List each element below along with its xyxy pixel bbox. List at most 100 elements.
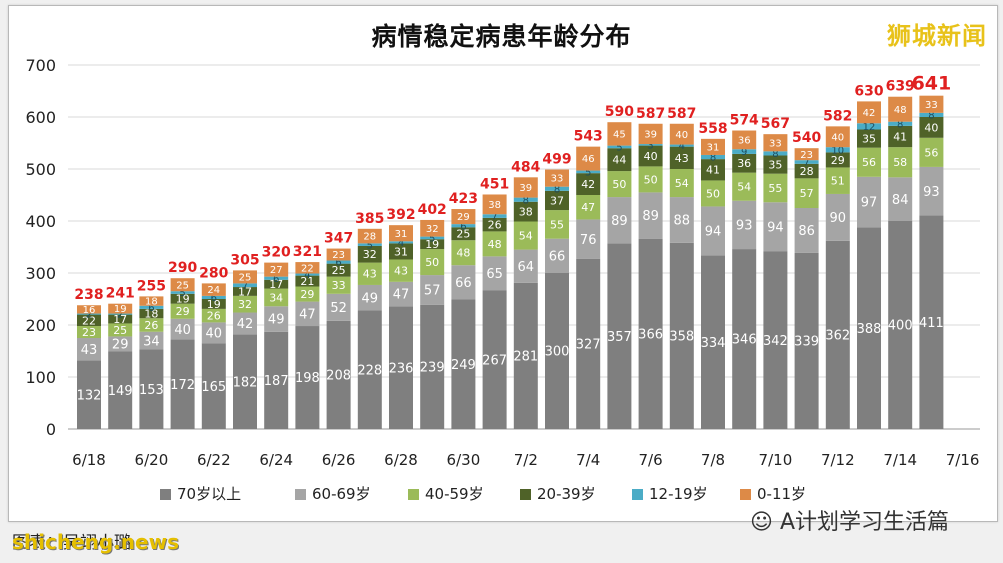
- data-label: 47: [393, 288, 410, 303]
- data-label: 5: [585, 167, 591, 178]
- bar-segment: [794, 163, 819, 179]
- bar-segment: [357, 262, 382, 285]
- bar-segment: [201, 308, 226, 323]
- x-tick-label: 6/28: [384, 451, 418, 469]
- data-label: 23: [332, 250, 345, 261]
- bar-segment: [825, 240, 850, 429]
- bar-segment: [420, 304, 445, 429]
- data-label: 165: [201, 380, 226, 395]
- bar-segment: [763, 134, 788, 152]
- data-label: 7: [803, 158, 809, 169]
- data-label: 4: [398, 238, 404, 249]
- data-label: 45: [613, 130, 626, 141]
- data-label: 9: [741, 147, 747, 158]
- bar-segment: [295, 273, 320, 276]
- bar-segment: [108, 313, 133, 315]
- data-label: 26: [144, 319, 158, 332]
- data-label: 6: [148, 303, 154, 314]
- bar-segment: [139, 349, 164, 429]
- data-label: 65: [486, 267, 503, 282]
- data-label: 52: [330, 301, 347, 316]
- data-label: 23: [800, 150, 813, 161]
- y-tick-label: 700: [25, 56, 56, 75]
- data-label: 33: [925, 100, 938, 111]
- data-label: 357: [607, 330, 632, 345]
- bar-segment: [732, 249, 757, 429]
- data-label: 32: [426, 224, 439, 235]
- bar-segment: [201, 299, 226, 309]
- bar-segment: [264, 306, 289, 332]
- data-label: 17: [238, 285, 252, 298]
- data-label: 5: [367, 240, 373, 251]
- bar-segment: [451, 227, 476, 241]
- data-label: 43: [675, 152, 689, 165]
- data-label: 31: [394, 245, 408, 258]
- bar-segment: [638, 144, 663, 146]
- bar-segment: [732, 149, 757, 154]
- bar-segment: [201, 343, 226, 429]
- data-label: 57: [800, 187, 814, 200]
- bar-segment: [576, 219, 601, 259]
- legend-swatch: [632, 489, 643, 500]
- data-label: 6: [211, 293, 217, 304]
- bar-segment: [825, 193, 850, 241]
- data-label: 17: [269, 278, 283, 291]
- bar-segment: [545, 186, 569, 191]
- legend-item: 20-39岁: [520, 483, 596, 504]
- data-label: 236: [389, 361, 414, 376]
- bar-segment: [888, 147, 913, 178]
- data-label: 89: [611, 214, 628, 229]
- bar-segment: [77, 305, 101, 314]
- data-label: 362: [825, 329, 850, 344]
- bar-segment: [233, 283, 257, 288]
- bar-segment: [794, 208, 819, 253]
- data-label: 36: [737, 157, 751, 170]
- bar-segment: [326, 320, 351, 429]
- total-label: 320: [262, 245, 291, 261]
- bar-segment: [170, 339, 195, 429]
- data-label: 43: [394, 265, 408, 278]
- bar-segment: [919, 166, 944, 216]
- data-label: 25: [239, 273, 252, 284]
- bar-segment: [451, 265, 476, 300]
- bar-segment: [77, 326, 101, 338]
- data-label: 66: [549, 250, 566, 265]
- bar-segment: [638, 145, 663, 167]
- data-label: 26: [488, 219, 502, 232]
- x-tick-label: 6/22: [197, 451, 231, 469]
- bar-segment: [669, 169, 694, 198]
- bar-segment: [451, 209, 476, 225]
- data-label: 76: [580, 233, 597, 248]
- bar-segment: [139, 331, 164, 350]
- data-label: 37: [550, 194, 564, 207]
- data-label: 153: [139, 383, 164, 398]
- data-label: 42: [863, 108, 876, 119]
- data-label: 47: [581, 201, 595, 214]
- data-label: 47: [299, 308, 316, 323]
- bar-segment: [888, 125, 913, 148]
- bar-segment: [513, 201, 538, 222]
- data-label: 42: [581, 178, 595, 191]
- data-label: 40: [924, 121, 938, 134]
- data-label: 39: [519, 183, 532, 194]
- data-label: 400: [888, 319, 913, 334]
- legend-swatch: [740, 489, 751, 500]
- data-label: 54: [737, 181, 751, 194]
- data-label: 187: [264, 374, 289, 389]
- data-label: 17: [113, 313, 127, 326]
- legend-label: 40-59岁: [425, 485, 484, 503]
- total-label: 543: [574, 129, 603, 145]
- data-label: 31: [395, 229, 408, 240]
- data-label: 23: [82, 326, 96, 339]
- bar-segment: [170, 291, 195, 294]
- data-label: 24: [207, 285, 220, 296]
- data-label: 40: [675, 130, 688, 141]
- legend-swatch: [160, 489, 171, 500]
- bar-segment: [919, 137, 944, 167]
- bar-segment: [576, 146, 601, 171]
- data-label: 5: [179, 288, 185, 299]
- bar-segment: [326, 293, 351, 321]
- x-tick-label: 6/18: [72, 451, 106, 469]
- data-label: 25: [176, 280, 189, 291]
